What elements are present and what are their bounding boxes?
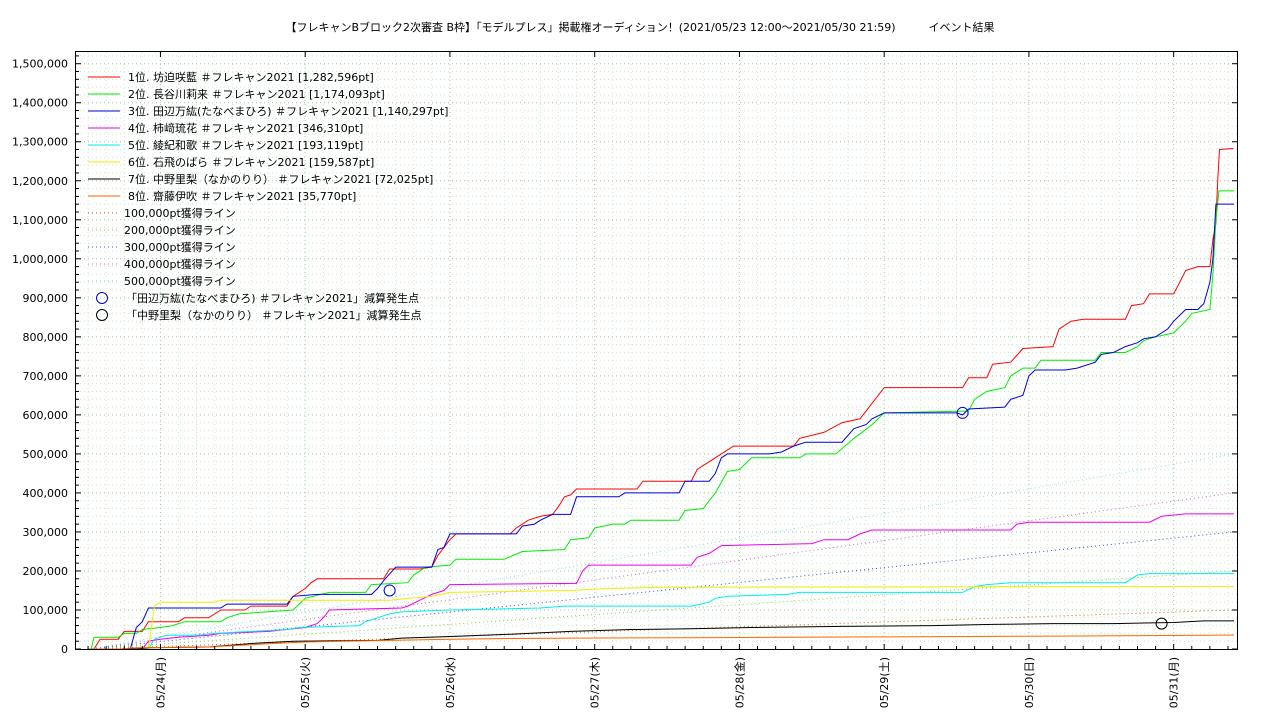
series-line-1 bbox=[88, 148, 1234, 650]
legend-label-3: 3位. 田辺万紘(たなべまひろ) ＃フレキャン2021 [1,140,297pt… bbox=[128, 104, 448, 118]
series-layer bbox=[88, 148, 1235, 650]
legend-label-10: 200,000pt獲得ライン bbox=[124, 224, 236, 237]
legend-label-13: 500,000pt獲得ライン bbox=[124, 275, 236, 288]
y-tick-label: 500,000 bbox=[23, 448, 69, 461]
y-tick-label: 1,500,000 bbox=[12, 58, 68, 71]
y-tick-label: 800,000 bbox=[23, 331, 69, 344]
chart-title: 【フレキャンBブロック2次審査 B枠】「モデルプレス」掲載権オーディション！(2… bbox=[285, 21, 995, 34]
reference-line-12 bbox=[88, 492, 1235, 650]
legend-label-12: 400,000pt獲得ライン bbox=[124, 258, 236, 271]
x-tick-label: 05/25(火) bbox=[299, 657, 312, 708]
y-tick-label: 300,000 bbox=[23, 526, 69, 539]
x-tick-label: 05/26(水) bbox=[444, 657, 457, 708]
y-tick-label: 700,000 bbox=[23, 370, 69, 383]
legend-label-9: 100,000pt獲得ライン bbox=[124, 207, 236, 220]
y-tick-label: 1,000,000 bbox=[12, 253, 68, 266]
legend-label-1: 1位. 坊迫咲藍 ＃フレキャン2021 [1,282,596pt] bbox=[128, 70, 374, 84]
y-tick-label: 1,100,000 bbox=[12, 214, 68, 227]
y-tick-label: 1,200,000 bbox=[12, 175, 68, 188]
decrement-marker-1 bbox=[956, 406, 969, 419]
series-line-6 bbox=[88, 586, 1234, 650]
reference-lines-layer bbox=[88, 453, 1235, 650]
legend: 1位. 坊迫咲藍 ＃フレキャン2021 [1,282,596pt] 2位. 長谷川… bbox=[88, 70, 448, 322]
y-tick-label: 600,000 bbox=[23, 409, 69, 422]
decrement-marker-2 bbox=[1155, 617, 1168, 630]
y-tick-label: 900,000 bbox=[23, 292, 69, 305]
marker-layer bbox=[383, 406, 1168, 630]
series-line-2 bbox=[88, 190, 1234, 650]
series-line-7 bbox=[88, 620, 1234, 650]
y-tick-label: 100,000 bbox=[23, 604, 69, 617]
x-tick-label: 05/28(金) bbox=[732, 657, 746, 708]
legend-label-4: 4位. 柿﨑琉花 ＃フレキャン2021 [346,310pt] bbox=[128, 121, 363, 135]
x-tick-label: 05/27(木) bbox=[589, 657, 602, 708]
series-line-3 bbox=[88, 203, 1234, 650]
decrement-marker-1 bbox=[383, 584, 396, 597]
reference-line-13 bbox=[88, 453, 1235, 650]
y-tick-label: 400,000 bbox=[23, 487, 69, 500]
x-tick-label: 05/31(月) bbox=[1168, 657, 1181, 708]
y-tick-label: 200,000 bbox=[23, 565, 69, 578]
x-tick-label: 05/30(日) bbox=[1023, 657, 1036, 708]
legend-label-5: 5位. 綾紀和歌 ＃フレキャン2021 [193,119pt] bbox=[128, 138, 363, 152]
legend-marker-2 bbox=[96, 309, 108, 321]
legend-marker-label-2: 「中野里梨（なかのりり） ＃フレキャン2021」減算発生点 bbox=[126, 308, 422, 322]
y-tick-label: 0 bbox=[61, 643, 68, 656]
plot-frame bbox=[75, 51, 1238, 650]
legend-label-2: 2位. 長谷川莉来 ＃フレキャン2021 [1,174,093pt] bbox=[128, 87, 385, 101]
axis-layer: 0 100,000 200,000 300,000 400,000 500,000 600,… bbox=[12, 52, 1237, 708]
legend-label-7: 7位. 中野里梨（なかのりり） ＃フレキャン2021 [72,025pt] bbox=[128, 172, 433, 186]
x-tick-label: 05/24(月) bbox=[154, 657, 167, 708]
legend-label-11: 300,000pt獲得ライン bbox=[124, 241, 236, 254]
legend-label-6: 6位. 石飛のばら ＃フレキャン2021 [159,587pt] bbox=[128, 155, 374, 169]
legend-marker-1 bbox=[96, 292, 108, 304]
grid-layer bbox=[76, 52, 1237, 649]
x-tick-label: 05/29(土) bbox=[878, 657, 891, 708]
legend-label-8: 8位. 齋藤伊吹 ＃フレキャン2021 [35,770pt] bbox=[128, 189, 356, 203]
legend-marker-label-1: 「田辺万紘(たなべまひろ) ＃フレキャン2021」減算発生点 bbox=[126, 291, 419, 305]
y-tick-label: 1,300,000 bbox=[12, 136, 68, 149]
y-tick-label: 1,400,000 bbox=[12, 97, 68, 110]
series-line-5 bbox=[88, 573, 1234, 650]
